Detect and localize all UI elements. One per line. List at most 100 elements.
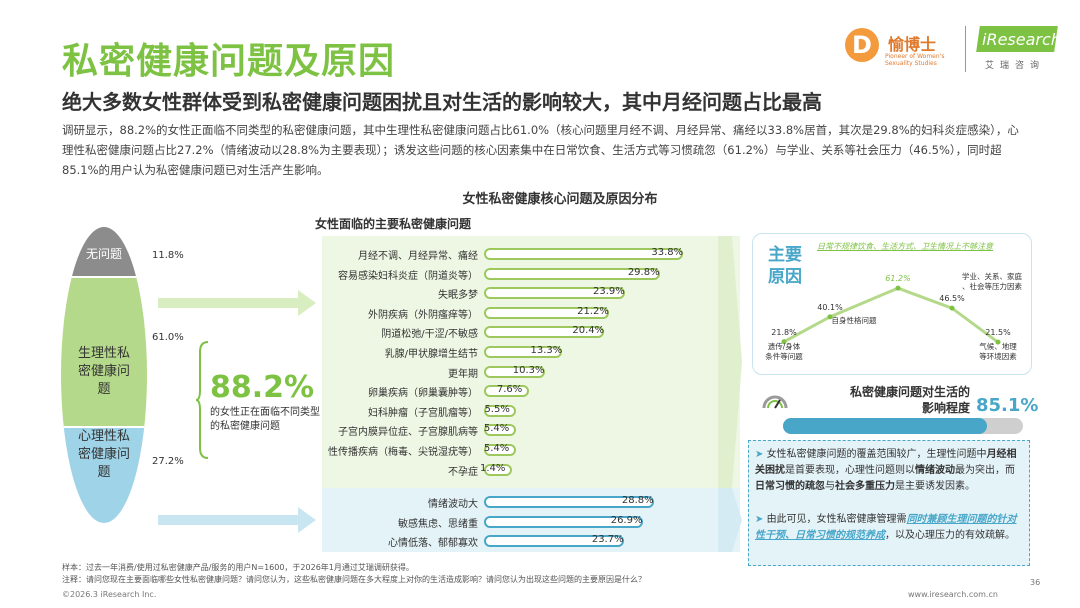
bar-value-label: 10.3% bbox=[512, 364, 545, 376]
problem-share-oval bbox=[61, 227, 147, 523]
cause-category-label: 条件等问题 bbox=[765, 351, 803, 361]
oval-phys-pct: 61.0% bbox=[152, 332, 184, 343]
bar-label: 卵巢疾病（卵巢囊肿等） bbox=[368, 388, 478, 400]
brace-icon bbox=[196, 341, 209, 459]
bar bbox=[484, 346, 563, 358]
cause-category-label: 自身性格问题 bbox=[832, 315, 877, 325]
cause-point bbox=[995, 339, 1001, 345]
bar-label: 容易感染妇科炎症（阴道炎等） bbox=[338, 270, 478, 282]
total-problem-pct: 88.2% bbox=[210, 370, 315, 405]
bar-label: 心情低落、郁郁寡欢 bbox=[388, 538, 478, 550]
website-link[interactable]: www.iresearch.com.cn bbox=[908, 590, 998, 599]
impact-value: 85.1% bbox=[976, 395, 1039, 416]
oval-phys-label: 生理性私密健康问题 bbox=[77, 346, 130, 397]
bar-value-label: 23.9% bbox=[593, 286, 625, 298]
bar bbox=[484, 267, 660, 280]
bar-value-label: 33.8% bbox=[651, 247, 684, 258]
bar bbox=[484, 424, 516, 437]
iresearch-logo: iResearch bbox=[982, 30, 1061, 49]
bar bbox=[484, 496, 654, 508]
chart-title: 女性私密健康核心问题及原因分布 bbox=[462, 192, 658, 207]
cause-value-label: 21.8% bbox=[771, 328, 797, 337]
oval-psy-pct: 27.2% bbox=[152, 456, 184, 467]
bar bbox=[484, 535, 624, 548]
bar bbox=[484, 444, 516, 456]
cause-point bbox=[895, 285, 901, 291]
question-note: 注释：请问您现在主要面临哪些女性私密健康问题？请问您认为，这些私密健康问题在多大… bbox=[62, 575, 646, 584]
bar-value-label: 28.8% bbox=[621, 495, 654, 506]
bar bbox=[484, 306, 610, 319]
bar-chart-title: 女性面临的主要私密健康问题 bbox=[315, 217, 472, 231]
cause-category-label: 等环境因素 bbox=[979, 351, 1017, 361]
impact-fill bbox=[783, 418, 988, 434]
bar-label: 子宫内膜异位症、子宫腺肌病等 bbox=[338, 427, 478, 439]
cause-point bbox=[949, 305, 955, 311]
yuboshi-logo-tagline: Pioneer of Women's Sexuality Studies bbox=[885, 53, 945, 67]
cause-highlight-note: 日常不规律饮食、生活方式、卫生情况上不够注意 bbox=[817, 242, 993, 251]
yuboshi-logo-name: 愉博士 bbox=[888, 35, 937, 54]
bar bbox=[484, 287, 625, 300]
bar-label: 敏感焦虑、思绪重 bbox=[398, 518, 478, 530]
arrow-right-icon bbox=[158, 290, 316, 316]
page-subtitle: 绝大多数女性群体受到私密健康问题困扰且对生活的影响较大，其中月经问题占比最高 bbox=[62, 90, 822, 114]
cause-point bbox=[781, 339, 787, 345]
cause-category-label: 、社会等压力因素 bbox=[962, 281, 1022, 291]
iresearch-logo-cn: 艾瑞咨询 bbox=[985, 61, 1046, 71]
cause-title: 主要原因 bbox=[768, 245, 802, 287]
bar-value-label: 29.8% bbox=[627, 266, 660, 278]
insight-item-2: ➤ 由此可见，女性私密健康管理需同时兼顾生理问题的针对性干预、日常习惯的规范养成… bbox=[755, 514, 1017, 541]
cause-value-label: 21.5% bbox=[985, 328, 1011, 337]
copyright: ©2026.3 iResearch Inc. bbox=[62, 590, 157, 599]
bar-value-label: 1.4% bbox=[480, 462, 506, 474]
oval-none-label: 无问题 bbox=[85, 247, 122, 261]
cause-category-label: 学业、关系、家庭 bbox=[962, 271, 1022, 281]
bar-label: 阴道松弛/干涩/不敏感 bbox=[381, 329, 478, 341]
bar bbox=[484, 365, 545, 378]
bar-panel-arrow-icon bbox=[718, 236, 742, 552]
cause-point bbox=[827, 314, 833, 320]
bar bbox=[484, 515, 643, 528]
cause-value-label: 61.2% bbox=[885, 274, 910, 283]
sample-note: 样本：过去一年消费/使用过私密健康产品/服务的用户N=1600，于2026年1月… bbox=[62, 563, 414, 572]
bar bbox=[484, 385, 529, 398]
logo-divider bbox=[965, 26, 966, 72]
bar-label: 失眠多梦 bbox=[438, 290, 478, 302]
bar-label: 更年期 bbox=[448, 368, 478, 380]
bar-label: 月经不调、月经异常、痛经 bbox=[358, 251, 478, 262]
total-problem-desc: 的女性正在面临不同类型的私密健康问题 bbox=[210, 407, 320, 432]
page-title: 私密健康问题及原因 bbox=[62, 41, 396, 82]
bar-value-label: 20.4% bbox=[572, 325, 605, 337]
cause-panel bbox=[752, 233, 1032, 375]
impact-label: 私密健康问题对生活的影响程度 bbox=[850, 385, 971, 415]
summary-text: 调研显示，88.2%的女性正面临不同类型的私密健康问题，其中生理性私密健康问题占… bbox=[62, 123, 1019, 177]
bar-value-label: 26.9% bbox=[610, 514, 643, 526]
bar-value-label: 21.2% bbox=[577, 305, 609, 317]
bar-value-label: 23.7% bbox=[591, 534, 624, 546]
bar bbox=[484, 248, 684, 260]
bar-label: 乳腺/甲状腺增生结节 bbox=[384, 349, 478, 360]
bar-label: 外阴疾病（外阴瘙痒等） bbox=[368, 309, 478, 321]
arrow-right-icon bbox=[158, 507, 316, 533]
bar-value-label: 5.5% bbox=[484, 403, 510, 415]
bar-value-label: 5.4% bbox=[483, 443, 510, 454]
oval-psy-label: 心理性私密健康问题 bbox=[77, 429, 130, 480]
cause-category-label: 气候、地理 bbox=[979, 341, 1017, 351]
page-number: 36 bbox=[1030, 578, 1041, 587]
cause-line bbox=[783, 286, 999, 344]
cause-category-label: 遗传/身体 bbox=[768, 341, 801, 351]
bar bbox=[484, 404, 517, 417]
cause-value-label: 46.5% bbox=[939, 294, 965, 303]
impact-gauge-icon bbox=[762, 395, 788, 409]
bar-value-label: 7.6% bbox=[496, 384, 523, 396]
oval-segment-phys bbox=[61, 277, 147, 427]
bar bbox=[484, 326, 605, 339]
bar-label: 情绪波动大 bbox=[428, 499, 478, 510]
bar-label: 性传播疾病（梅毒、尖锐湿疣等） bbox=[328, 447, 478, 458]
oval-none-pct: 11.8% bbox=[152, 250, 184, 261]
insight-box bbox=[748, 440, 1030, 566]
bar-value-label: 5.4% bbox=[483, 423, 510, 435]
bar-label: 妇科肿瘤（子宫肌瘤等） bbox=[368, 407, 478, 419]
bar-label: 不孕症 bbox=[448, 466, 478, 478]
yuboshi-logo-icon: D bbox=[845, 28, 879, 62]
